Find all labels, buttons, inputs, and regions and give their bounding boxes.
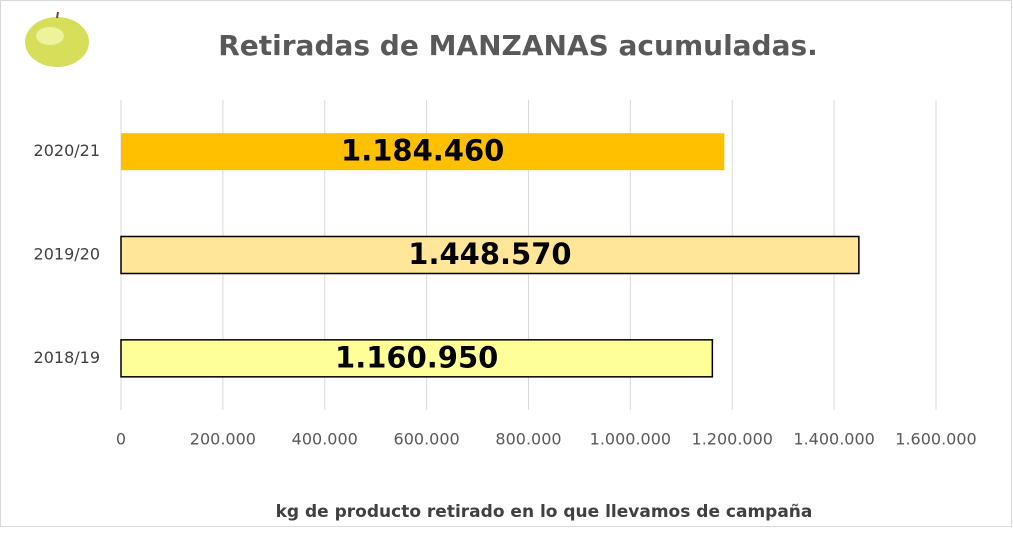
x-tick-label: 1.400.000 [793,430,874,449]
x-tick-label: 0 [116,430,126,449]
y-tick-label: 2018/19 [34,348,100,367]
value-label: 1.184.460 [341,134,504,168]
value-label: 1.448.570 [408,237,571,271]
x-tick-label: 400.000 [292,430,358,449]
x-tick-label: 1.600.000 [895,430,976,449]
x-axis-title: kg de producto retirado en lo que llevam… [276,502,813,522]
y-tick-label: 2019/20 [34,245,100,264]
chart-title: Retiradas de MANZANAS acumuladas. [218,29,818,62]
value-label: 1.160.950 [335,340,498,374]
x-tick-label: 800.000 [495,430,561,449]
y-tick-label: 2020/21 [34,141,100,160]
chart: Retiradas de MANZANAS acumuladas. kg de … [0,0,1013,535]
x-tick-label: 600.000 [394,430,460,449]
x-tick-label: 1.000.000 [590,430,671,449]
x-tick-label: 200.000 [190,430,256,449]
x-tick-label: 1.200.000 [692,430,773,449]
